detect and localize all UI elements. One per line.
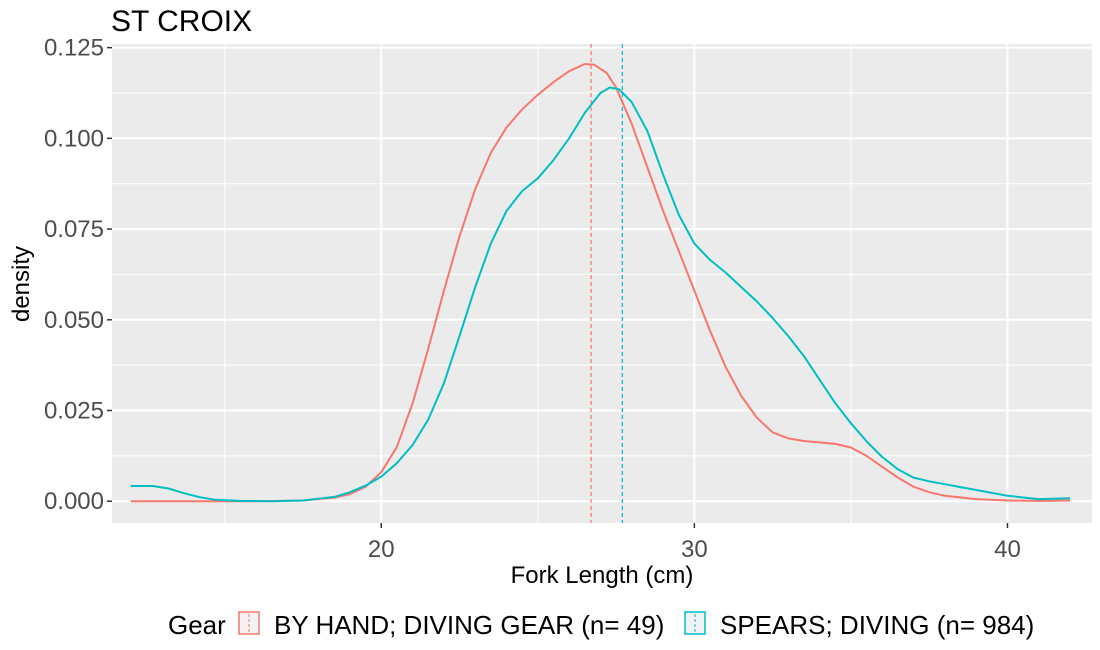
density-line-1 bbox=[130, 63, 1071, 503]
x-tick-label: 20 bbox=[368, 536, 395, 563]
y-axis: 0.000 0.025 0.050 0.075 0.100 0.125 bbox=[44, 35, 112, 515]
legend-label-1: BY HAND; DIVING GEAR (n= 49) bbox=[274, 610, 664, 640]
x-axis: 20 30 40 bbox=[368, 523, 1021, 563]
x-tick-label: 30 bbox=[681, 536, 708, 563]
y-tick-label: 0.050 bbox=[44, 307, 104, 334]
y-tick-label: 0.100 bbox=[44, 125, 104, 152]
legend-label-2: SPEARS; DIVING (n= 984) bbox=[720, 610, 1034, 640]
legend-key-2 bbox=[684, 611, 706, 635]
y-tick-label: 0.075 bbox=[44, 216, 104, 243]
plot-panel bbox=[112, 44, 1092, 523]
y-tick-label: 0.025 bbox=[44, 398, 104, 425]
minor-gridlines bbox=[112, 44, 1092, 523]
legend: Gear BY HAND; DIVING GEAR (n= 49) SPEARS; … bbox=[168, 610, 1034, 640]
mean-lines bbox=[590, 44, 623, 523]
chart-title: ST CROIX bbox=[111, 5, 252, 38]
y-axis-title: density bbox=[8, 246, 35, 322]
x-axis-title: Fork Length (cm) bbox=[511, 562, 694, 589]
x-tick-label: 40 bbox=[994, 536, 1021, 563]
density-line-2 bbox=[130, 86, 1071, 503]
density-curves bbox=[130, 63, 1071, 503]
y-tick-label: 0.125 bbox=[44, 35, 104, 62]
legend-title: Gear bbox=[168, 610, 226, 640]
legend-key-1 bbox=[238, 611, 260, 635]
y-tick-label: 0.000 bbox=[44, 488, 104, 515]
